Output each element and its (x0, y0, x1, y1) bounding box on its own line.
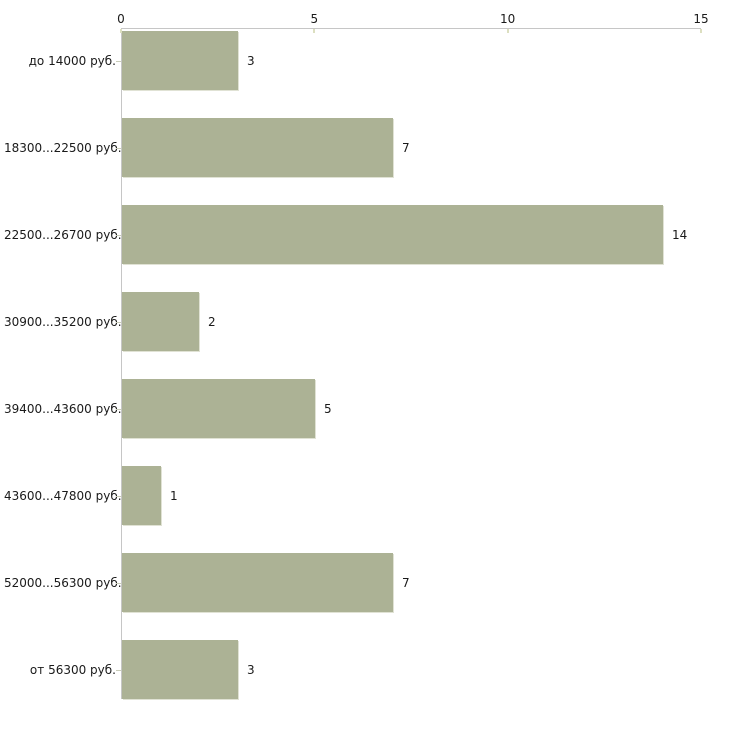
value-label: 7 (402, 140, 410, 155)
bar (122, 205, 663, 264)
value-label: 3 (247, 53, 255, 68)
category-tick (116, 408, 121, 410)
x-tick-label: 10 (500, 12, 516, 26)
category-tick (116, 60, 121, 62)
x-axis-line (121, 28, 701, 29)
category-label: до 14000 руб. (28, 53, 116, 68)
category-tick (116, 582, 121, 584)
category-tick (116, 234, 121, 236)
x-tick-mark (313, 29, 316, 33)
value-label: 7 (402, 575, 410, 590)
category-label: 39400...43600 руб. (4, 401, 122, 416)
category-tick (116, 321, 121, 323)
bar (122, 292, 199, 351)
x-tick-label: 15 (693, 12, 709, 26)
bar (122, 118, 393, 177)
x-tick-label: 5 (310, 12, 319, 26)
x-tick-mark (506, 29, 509, 33)
x-tick-label: 0 (117, 12, 125, 26)
bar (122, 31, 238, 90)
bar (122, 379, 315, 438)
value-label: 3 (247, 662, 255, 677)
category-tick (116, 147, 121, 149)
category-label: 18300...22500 руб. (4, 140, 122, 155)
bar (122, 640, 238, 699)
category-tick (116, 669, 121, 671)
value-label: 5 (324, 401, 332, 416)
category-label: 43600...47800 руб. (4, 488, 122, 503)
bar (122, 553, 393, 612)
x-tick-mark (700, 29, 702, 33)
value-label: 1 (170, 488, 178, 503)
category-label: 22500...26700 руб. (4, 227, 122, 242)
value-label: 14 (672, 227, 688, 242)
y-axis-line (121, 28, 122, 699)
category-label: 52000...56300 руб. (4, 575, 122, 590)
x-tick-mark (120, 29, 122, 33)
category-label: 30900...35200 руб. (4, 314, 122, 329)
category-tick (116, 495, 121, 497)
bar (122, 466, 161, 525)
value-label: 2 (208, 314, 216, 329)
category-label: от 56300 руб. (29, 662, 116, 677)
